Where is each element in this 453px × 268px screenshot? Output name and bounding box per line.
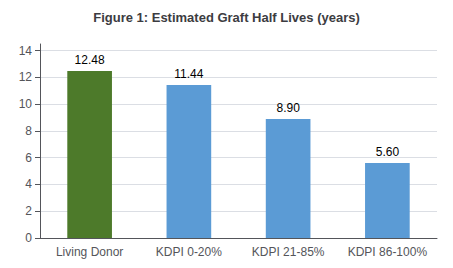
svg-text:8.90: 8.90: [276, 101, 300, 115]
svg-text:0: 0: [25, 231, 32, 245]
svg-text:5.60: 5.60: [376, 145, 400, 159]
svg-text:KDPI 86-100%: KDPI 86-100%: [348, 245, 428, 259]
svg-text:11.44: 11.44: [174, 67, 203, 81]
svg-text:2: 2: [25, 204, 32, 218]
svg-text:12: 12: [19, 70, 33, 84]
svg-text:KDPI 21-85%: KDPI 21-85%: [252, 245, 325, 259]
svg-text:6: 6: [25, 151, 32, 165]
svg-text:10: 10: [19, 97, 33, 111]
svg-text:14: 14: [19, 44, 33, 58]
svg-text:Figure 1: Estimated Graft Half: Figure 1: Estimated Graft Half Lives (ye…: [93, 10, 360, 25]
svg-text:KDPI 0-20%: KDPI 0-20%: [156, 245, 222, 259]
svg-text:Living Donor: Living Donor: [56, 245, 123, 259]
svg-text:8: 8: [25, 124, 32, 138]
svg-text:12.48: 12.48: [75, 53, 105, 67]
svg-text:4: 4: [25, 177, 32, 191]
